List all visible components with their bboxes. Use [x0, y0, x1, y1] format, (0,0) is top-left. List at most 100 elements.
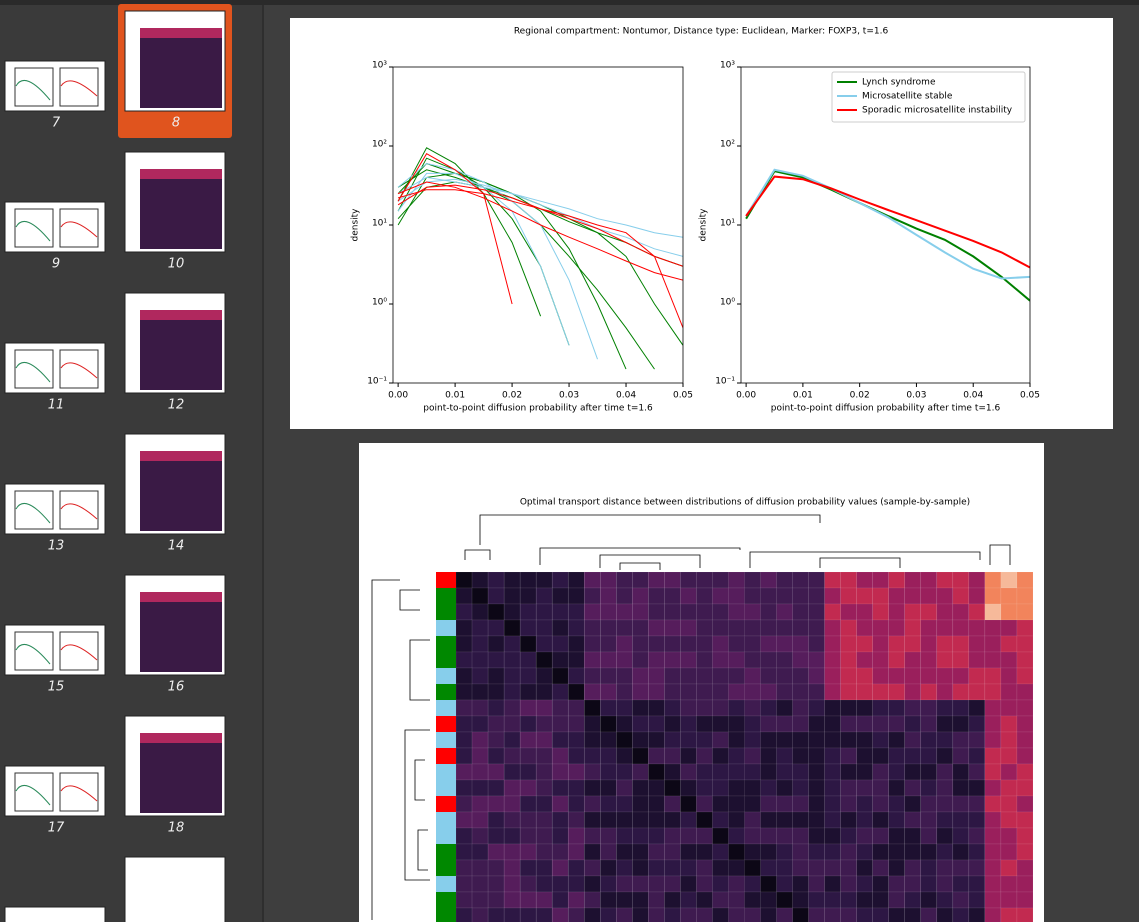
heatmap-cell: [1016, 891, 1034, 909]
heatmap-cell: [936, 683, 954, 701]
heatmap-cell: [968, 683, 986, 701]
heatmap-cell: [519, 747, 537, 765]
heatmap-cell: [680, 635, 697, 653]
heatmap-cell: [535, 715, 553, 733]
heatmap-cell: [872, 635, 890, 653]
heatmap-cell: [471, 683, 489, 701]
heatmap-cell: [728, 651, 745, 669]
heatmap-cell: [696, 667, 713, 685]
heatmap-cell: [872, 827, 890, 845]
row-color: [436, 700, 456, 716]
heatmap-cell: [936, 587, 954, 605]
heatmap-cell: [696, 715, 713, 733]
heatmap-cell: [824, 827, 841, 845]
heatmap-cell: [696, 843, 713, 861]
heatmap-cell: [936, 843, 954, 861]
heatmap-cell: [952, 699, 970, 717]
heatmap-cell: [808, 587, 825, 605]
heatmap-cell: [648, 715, 665, 733]
heatmap-cell: [728, 779, 745, 797]
heatmap-cell: [1000, 571, 1018, 589]
thumbnail[interactable]: [4, 342, 106, 394]
heatmap-cell: [1000, 619, 1018, 637]
heatmap-cell: [519, 731, 537, 749]
heatmap-cell: [984, 763, 1002, 781]
heatmap-cell: [567, 811, 585, 829]
thumbnail-curve: [15, 79, 51, 101]
heatmap-cell: [567, 827, 585, 845]
x-tick-label: 0.03: [559, 391, 579, 401]
heatmap-cell: [632, 715, 649, 733]
line: [745, 170, 1030, 302]
heatmap-cell: [600, 571, 617, 589]
heatmap-cell: [968, 763, 986, 781]
heatmap-cell: [936, 763, 954, 781]
heatmap-cell: [952, 571, 970, 589]
thumbnail[interactable]: [4, 765, 106, 817]
thumbnail[interactable]: [4, 624, 106, 676]
heatmap-cell: [1016, 699, 1034, 717]
heatmap-cell: [503, 843, 521, 861]
heatmap-cell: [888, 859, 906, 877]
heatmap-cell: [696, 731, 713, 749]
heatmap-cell: [888, 763, 906, 781]
thumbnail-curve: [15, 361, 51, 383]
heatmap-cell: [984, 747, 1002, 765]
heatmap-cell: [920, 683, 938, 701]
heatmap-cell: [616, 715, 633, 733]
heatmap-cell: [792, 891, 809, 909]
heatmap-cell: [471, 731, 489, 749]
thumbnail[interactable]: [4, 906, 106, 922]
thumbnail[interactable]: [4, 483, 106, 535]
thumbnail-plot: [14, 208, 54, 248]
heatmap-cell: [760, 715, 777, 733]
heatmap-cell: [936, 603, 954, 621]
heatmap-cell: [583, 635, 601, 653]
heatmap-cell: [487, 779, 505, 797]
heatmap-cell: [616, 907, 633, 922]
heatmap-cell: [551, 683, 569, 701]
heatmap-cell: [680, 763, 697, 781]
heatmap-cell: [616, 731, 633, 749]
heatmap-cell: [936, 651, 954, 669]
heatmap-cell: [872, 683, 890, 701]
heatmap-cell: [1000, 635, 1018, 653]
heatmap-cell: [535, 635, 553, 653]
line: [397, 189, 683, 328]
heatmap-cell: [728, 747, 745, 765]
heatmap-cell: [904, 731, 922, 749]
heatmap-cell: [664, 571, 681, 589]
thumbnail[interactable]: [124, 856, 226, 922]
heatmap-cell: [535, 747, 553, 765]
heatmap-cell: [984, 651, 1002, 669]
heatmap-cell: [632, 635, 649, 653]
heatmap-cell: [503, 811, 521, 829]
thumbnail-plot: [59, 208, 99, 248]
heatmap-cell: [680, 795, 697, 813]
heatmap-cell: [696, 779, 713, 797]
thumbnail[interactable]: [4, 60, 106, 112]
heatmap-cell: [808, 635, 825, 653]
thumbnail-label: 9: [52, 257, 60, 272]
heatmap-cell: [824, 667, 841, 685]
heatmap-cell: [455, 827, 473, 845]
heatmap-cell: [936, 699, 954, 717]
heatmap-cell: [567, 603, 585, 621]
heatmap-cell: [728, 891, 745, 909]
figure-title: Optimal transport distance between distr…: [520, 498, 970, 508]
heatmap-cell: [920, 811, 938, 829]
heatmap-cell: [519, 603, 537, 621]
heatmap-cell: [664, 619, 681, 637]
heatmap-cell: [455, 731, 473, 749]
heatmap-cell: [968, 891, 986, 909]
heatmap-cell: [696, 763, 713, 781]
heatmap-cell: [648, 619, 665, 637]
heatmap-cell: [664, 683, 681, 701]
row-color: [436, 668, 456, 684]
heatmap-cell: [583, 907, 601, 922]
legend-label: Microsatellite stable: [862, 92, 953, 102]
heatmap-cell: [487, 811, 505, 829]
thumbnail[interactable]: [4, 201, 106, 253]
heatmap-cell: [696, 619, 713, 637]
heatmap-cell: [968, 811, 986, 829]
